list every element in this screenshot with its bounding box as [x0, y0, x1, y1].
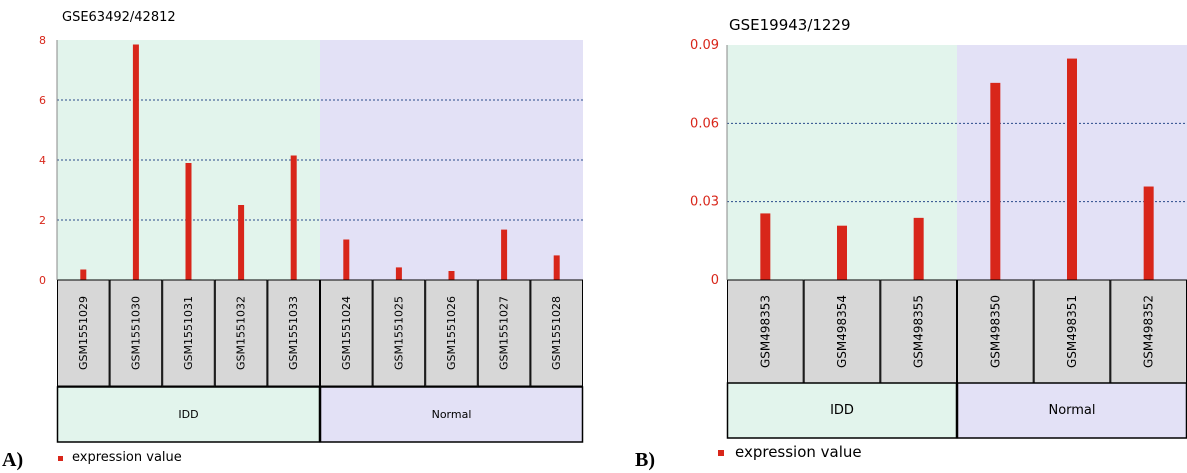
sample-cell [214, 279, 268, 387]
sample-cell [267, 279, 320, 387]
group-label: Normal [432, 408, 472, 421]
sample-cell [425, 279, 478, 387]
x-tick-label: GSM1551027 [498, 296, 511, 370]
y-tick-label: 8 [39, 34, 46, 47]
bar [290, 155, 297, 280]
bar [395, 267, 402, 280]
sample-cell [727, 279, 804, 384]
y-tick-label: 4 [39, 154, 46, 167]
y-tick-label: 0 [39, 274, 46, 287]
bar [837, 225, 847, 280]
sample-cell [162, 279, 215, 387]
panel-label: A) [2, 449, 24, 471]
sample-cell [880, 279, 958, 384]
sample-cell [1033, 279, 1111, 384]
sample-cell [372, 279, 426, 387]
bar [448, 271, 455, 280]
legend-marker-icon [58, 456, 63, 461]
chart-panel-b: GSE19943/1229 0 0.03 0.06 0.09 GSM498353 GSM4… [600, 0, 1187, 473]
x-tick-label: GSM1551029 [77, 296, 90, 370]
x-tick-label: GSM1551030 [129, 296, 142, 370]
y-tick-label: 0.06 [690, 116, 719, 131]
y-tick-label: 2 [39, 214, 46, 227]
group-label: IDD [830, 403, 854, 418]
sample-cell [530, 279, 584, 387]
bar [185, 163, 192, 280]
bar [501, 229, 508, 280]
group-cell [56, 386, 321, 443]
legend-label: expression value [72, 450, 182, 465]
bar [238, 205, 245, 280]
bar [553, 255, 560, 280]
bar [132, 44, 139, 280]
x-tick-label: GSM1551026 [445, 296, 458, 370]
x-tick-label: GSM498354 [835, 295, 849, 368]
bar [760, 213, 771, 280]
bar [990, 82, 1001, 280]
sample-cell [109, 279, 163, 387]
group-label: IDD [178, 408, 198, 421]
chart-title: GSE19943/1229 [729, 16, 851, 34]
y-tick-label: 0.03 [690, 195, 719, 210]
group-cell [726, 382, 958, 439]
x-tick-label: GSM498350 [988, 295, 1002, 368]
x-tick-label: GSM1551025 [392, 296, 405, 370]
bar-chart-b: 0 0.03 0.06 0.09 GSM498353 GSM498354 GSM498355… [690, 38, 1187, 439]
y-tick-label: 0.09 [690, 38, 719, 53]
chart-title: GSE63492/42812 [62, 10, 176, 25]
x-tick-label: GSM1551024 [340, 296, 353, 370]
y-tick-label: 0 [711, 273, 719, 288]
sample-cell [57, 279, 110, 387]
x-tick-label: GSM498351 [1065, 295, 1079, 368]
x-tick-label: GSM498355 [912, 295, 926, 368]
bar [913, 217, 924, 280]
x-tick-label: GSM1551032 [235, 296, 248, 370]
sample-cell [477, 279, 531, 387]
bar [1143, 186, 1154, 280]
bar-chart-a: 0 2 4 6 8 GSM1551029 GSM1551030 GSM1551031 GSM15… [39, 34, 584, 443]
group-cell [319, 386, 584, 443]
x-tick-label: GSM1551031 [182, 296, 195, 370]
sample-cell [320, 279, 373, 387]
bar [343, 239, 350, 280]
sample-cell [803, 279, 881, 384]
bar [1067, 58, 1077, 281]
legend-label: expression value [735, 443, 862, 461]
x-tick-label: GSM498352 [1142, 295, 1156, 368]
x-tick-label: GSM498353 [758, 295, 772, 368]
bar [80, 269, 87, 280]
sample-cell [957, 279, 1034, 384]
group-label: Normal [1048, 403, 1095, 418]
legend-marker-icon [718, 450, 724, 456]
panel-label: B) [635, 449, 655, 471]
y-tick-label: 6 [39, 94, 46, 107]
chart-panel-a: GSE63492/42812 0 2 4 6 8 GSM1551029 GSM1551030… [2, 10, 584, 471]
group-region-normal [320, 40, 583, 280]
x-tick-label: GSM1551028 [550, 296, 563, 370]
x-tick-label: GSM1551033 [287, 296, 300, 370]
